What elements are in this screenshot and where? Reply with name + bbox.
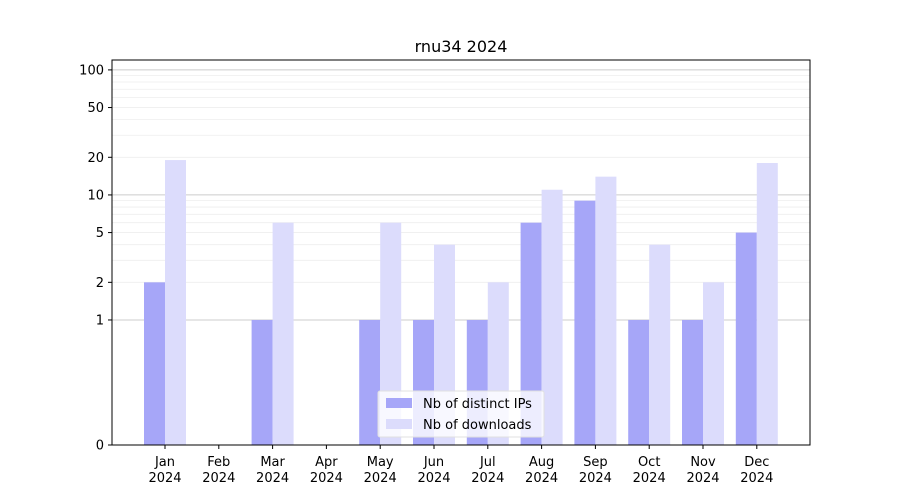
x-tick-label-year: 2024	[148, 471, 181, 486]
bar-distinct-ips-may	[359, 319, 381, 445]
x-tick-label-year: 2024	[686, 471, 719, 486]
x-tick-label-year: 2024	[202, 471, 235, 486]
x-tick-label-year: 2024	[310, 471, 343, 486]
y-tick-label: 10	[87, 188, 104, 203]
x-tick-label-month: Aug	[529, 455, 554, 470]
bar-distinct-ips-nov	[682, 319, 703, 445]
legend-swatch-distinct-ips	[386, 398, 412, 408]
bar-downloads-sep	[595, 176, 617, 445]
grid-lines	[112, 69, 810, 321]
y-axis: 0 1 2 5 10 20 50 100	[79, 63, 112, 454]
bar-downloads-oct	[649, 244, 671, 445]
x-tick-label-year: 2024	[256, 471, 289, 486]
bar-distinct-ips-sep	[574, 200, 596, 445]
legend: Nb of distinct IPs Nb of downloads	[377, 390, 545, 438]
x-axis: Jan2024Feb2024Mar2024Apr2024May2024Jun20…	[148, 445, 773, 486]
bar-downloads-nov	[703, 282, 724, 445]
bar-downloads-may	[380, 222, 402, 445]
bar-downloads-aug	[541, 189, 563, 445]
x-tick-label-month: Jul	[479, 455, 496, 470]
x-tick-label-month: Sep	[583, 455, 608, 470]
x-tick-label-year: 2024	[633, 471, 666, 486]
bar-distinct-ips-dec	[735, 232, 757, 445]
bars	[144, 160, 778, 445]
bar-downloads-dec	[756, 163, 778, 445]
x-tick-label-year: 2024	[525, 471, 558, 486]
y-tick-label: 50	[87, 101, 104, 116]
y-tick-label: 2	[96, 276, 104, 291]
y-tick-label: 1	[96, 313, 104, 328]
x-tick-label-month: Mar	[260, 455, 285, 470]
bar-downloads-mar	[272, 222, 294, 445]
bar-distinct-ips-oct	[628, 319, 650, 445]
x-tick-label-year: 2024	[417, 471, 450, 486]
x-tick-label-month: Oct	[638, 455, 660, 470]
x-tick-label-year: 2024	[740, 471, 773, 486]
x-tick-label-month: Feb	[207, 455, 230, 470]
bar-downloads-jan	[165, 160, 186, 445]
x-tick-label-month: May	[367, 455, 394, 470]
x-tick-label-year: 2024	[579, 471, 612, 486]
legend-swatch-downloads	[386, 419, 412, 429]
x-tick-label-month: Nov	[690, 455, 716, 470]
legend-box	[377, 390, 545, 438]
bar-distinct-ips-aug	[520, 222, 542, 445]
legend-label-downloads: Nb of downloads	[423, 418, 532, 433]
y-tick-label: 100	[79, 63, 104, 78]
x-tick-label-month: Dec	[744, 455, 769, 470]
x-tick-label-year: 2024	[364, 471, 397, 486]
chart-title: rnu34 2024	[415, 37, 508, 56]
x-tick-label-year: 2024	[471, 471, 504, 486]
x-tick-label-month: Apr	[315, 455, 338, 470]
x-tick-label-month: Jan	[154, 455, 175, 470]
legend-label-distinct-ips: Nb of distinct IPs	[423, 397, 532, 412]
bar-distinct-ips-mar	[251, 319, 273, 445]
y-tick-label: 5	[96, 226, 104, 241]
x-tick-label-month: Jun	[423, 455, 444, 470]
plot-frame	[111, 59, 811, 446]
y-tick-label: 20	[87, 151, 104, 166]
y-tick-label: 0	[96, 439, 104, 454]
bar-distinct-ips-jan	[144, 282, 165, 445]
